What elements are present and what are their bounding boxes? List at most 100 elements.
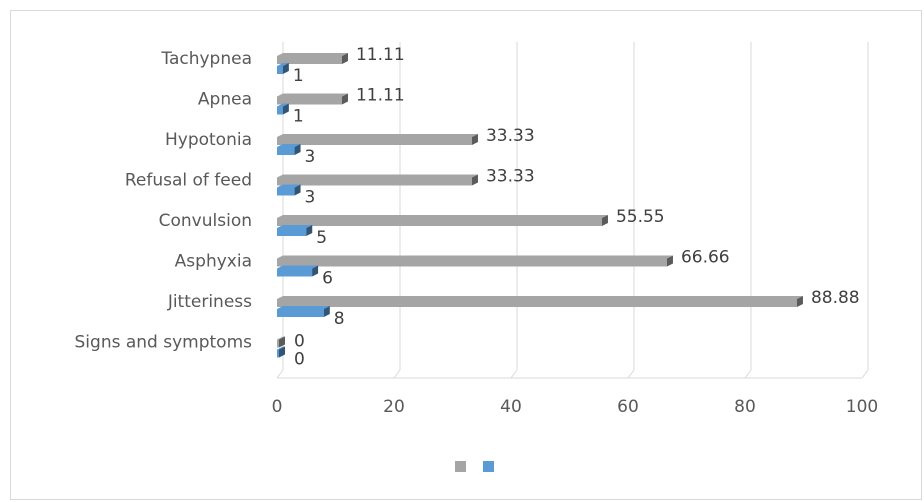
bar-end: [601, 215, 608, 226]
bar-end: [294, 184, 301, 196]
gridline-base: [861, 369, 869, 379]
bar: [277, 336, 285, 348]
data-label: 3: [305, 188, 316, 208]
legend-marker: [455, 461, 466, 472]
x-tick-label: 40: [500, 397, 522, 417]
bar-front: [277, 137, 472, 145]
bar-front: [277, 299, 797, 307]
bar-front: [277, 147, 295, 155]
bar-front: [277, 56, 342, 64]
bar-end: [323, 306, 330, 317]
bar: [277, 63, 289, 74]
bar-end: [294, 144, 301, 155]
data-label: 8: [334, 309, 345, 329]
data-label: 33.33: [486, 126, 535, 146]
bar-front: [277, 187, 295, 196]
bar-top: [277, 144, 301, 147]
x-tick-label: 0: [272, 397, 283, 417]
bar: [277, 93, 348, 105]
bar-end: [282, 103, 289, 115]
gridline-base: [393, 369, 401, 379]
bar-front: [277, 177, 472, 186]
category-label: Convulsion: [159, 211, 252, 231]
bar: [277, 184, 301, 196]
bar: [277, 53, 348, 64]
bar: [277, 265, 319, 277]
bar-end: [796, 296, 803, 307]
legend-marker: [483, 461, 494, 472]
bar-top: [277, 53, 348, 56]
legend: [455, 461, 494, 472]
chart-area: [10, 10, 922, 500]
bar-front: [277, 66, 283, 74]
x-tick-label: 60: [617, 397, 639, 417]
data-label: 66.66: [681, 248, 730, 268]
bar-top: [277, 134, 478, 137]
bar-front: [277, 96, 342, 105]
bar-top: [277, 255, 673, 259]
bars: [277, 53, 803, 358]
bar: [277, 346, 285, 358]
category-label: Hypotonia: [165, 130, 252, 150]
bar-top: [277, 336, 285, 340]
x-tick-label: 100: [846, 397, 878, 417]
data-label: 88.88: [811, 288, 860, 308]
bar: [277, 174, 478, 186]
bar: [277, 134, 478, 145]
bar-end: [471, 174, 478, 186]
data-label: 11.11: [356, 45, 405, 65]
bar-top: [277, 103, 289, 107]
bar: [277, 296, 803, 307]
bar-front: [277, 228, 307, 236]
data-label: 0: [294, 350, 305, 370]
category-label: Apnea: [198, 90, 252, 110]
bar-top: [277, 215, 608, 218]
bar-top: [277, 306, 330, 309]
bar-end: [306, 225, 313, 236]
bar-front: [277, 258, 667, 267]
bar: [277, 215, 608, 226]
data-label: 11.11: [356, 86, 405, 106]
category-label: Asphyxia: [175, 252, 252, 272]
bar: [277, 306, 330, 317]
bar-top: [277, 265, 319, 269]
x-tick-label: 20: [383, 397, 405, 417]
data-label: 55.55: [616, 207, 665, 227]
bar-end: [341, 53, 348, 64]
bar-top: [277, 63, 289, 66]
bar-top: [277, 346, 285, 350]
bar-front: [277, 339, 279, 348]
bar-end: [341, 93, 348, 105]
bar-end: [279, 346, 285, 358]
category-label: Refusal of feed: [125, 171, 252, 191]
bar-top: [277, 296, 803, 299]
category-label: Tachypnea: [160, 49, 252, 69]
bar: [277, 103, 289, 115]
bar: [277, 225, 313, 236]
data-label: 0: [294, 332, 305, 352]
bar-top: [277, 184, 301, 188]
bar-end: [312, 265, 319, 277]
category-label: Jitteriness: [167, 292, 252, 312]
gridline-base: [744, 369, 752, 379]
bar: [277, 144, 301, 155]
category-label: Signs and symptoms: [75, 333, 253, 353]
data-label: 1: [293, 66, 304, 86]
bar-front: [277, 218, 602, 226]
bar-front: [277, 349, 279, 358]
bar-end: [279, 336, 285, 348]
bar-end: [282, 63, 289, 74]
gridline-base: [627, 369, 635, 379]
data-label: 5: [316, 228, 327, 248]
bar: [277, 255, 673, 267]
gridlines: [276, 42, 869, 379]
gridline-base: [510, 369, 518, 379]
bar-top: [277, 93, 348, 97]
bar-top: [277, 174, 478, 178]
bar-front: [277, 309, 324, 317]
bar-front: [277, 106, 283, 115]
bar-end: [666, 255, 673, 267]
bar-top: [277, 225, 313, 228]
